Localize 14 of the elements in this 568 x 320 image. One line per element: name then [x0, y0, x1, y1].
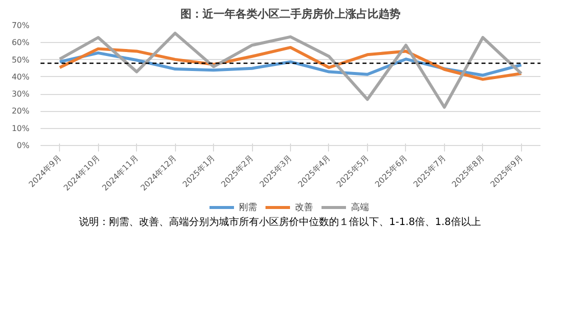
chart-title: 图：近一年各类小区二手房房价上涨占比趋势	[180, 8, 400, 20]
y-tick-label: 40%	[12, 72, 30, 82]
text: 说明：刚需、改善、高端分别为城市所有小区房价中位数的１倍以下、1-1.8倍、1.8倍以上	[79, 216, 481, 230]
y-tick-label: 10%	[12, 124, 30, 133]
legend-label: 高端	[351, 202, 370, 214]
y-tick-label: 20%	[12, 106, 30, 116]
y-tick-label: 70%	[12, 21, 30, 30]
legend-label: 刚需	[239, 202, 258, 214]
y-tick-label: 50%	[12, 55, 30, 64]
y-tick-label: 30%	[12, 90, 30, 99]
y-tick-label: 60%	[12, 38, 30, 48]
line-series	[58, 32, 523, 109]
y-tick-label: 0%	[16, 141, 30, 150]
legend-label: 改善	[295, 201, 314, 214]
